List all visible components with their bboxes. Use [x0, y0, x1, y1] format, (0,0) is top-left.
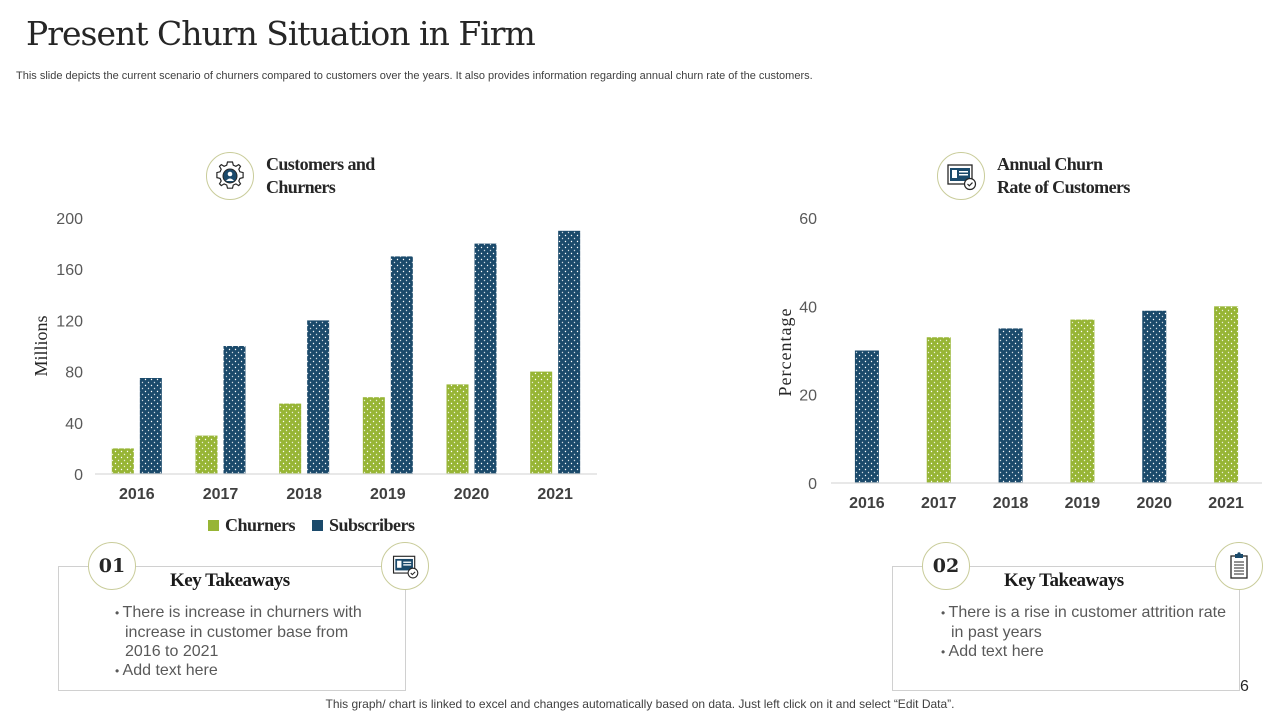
bar-churners-2019 [362, 397, 385, 474]
takeaway-title-2: Key Takeaways [1004, 570, 1124, 591]
left-x-tick: 2020 [454, 486, 490, 503]
left-x-tick: 2021 [537, 486, 573, 503]
left-x-tick: 2019 [370, 486, 406, 503]
right-y-tick: 20 [799, 388, 817, 405]
right-y-tick: 0 [808, 476, 817, 493]
annual-churn-rate-chart: Percentage 0 20 40 60 2016 2017 2018 2019 2020 2… [775, 211, 1262, 512]
takeaway-bullets-1: There is increase in churners with incre… [115, 603, 385, 681]
left-y-tick: 160 [56, 262, 83, 279]
page-number: 6 [1240, 678, 1249, 695]
bar-subscribers-2016 [139, 378, 162, 474]
left-y-tick: 0 [74, 467, 83, 484]
right-x-tick: 2019 [1065, 495, 1101, 512]
left-chart-header: Customers and Churners [206, 152, 375, 200]
customers-churners-chart: Millions 0 40 80 120 160 200 2016 2017 2018 2019… [31, 211, 597, 503]
legend-swatch-churners [208, 520, 219, 531]
right-chart-title-line2: Rate of Customers [997, 177, 1130, 197]
bar-churners-2021 [530, 371, 553, 474]
legend-swatch-subscribers [312, 520, 324, 531]
takeaway-2-bullet-2: Add text here [941, 642, 1236, 662]
bar-churn-rate-2019 [1070, 319, 1095, 483]
right-x-tick: 2021 [1208, 495, 1244, 512]
legend-item-subscribers: Subscribers [312, 515, 415, 536]
bar-churners-2018 [279, 403, 302, 474]
bar-churn-rate-2021 [1214, 306, 1239, 483]
legend-label-subscribers: Subscribers [329, 515, 415, 535]
takeaway-title-1: Key Takeaways [170, 570, 290, 591]
takeaway-2-bullet-1: There is a rise in customer attrition ra… [941, 603, 1236, 642]
slide-title: Present Churn Situation in Firm [26, 14, 536, 53]
takeaway-bullets-2: There is a rise in customer attrition ra… [941, 603, 1236, 662]
bar-churners-2020 [446, 384, 469, 474]
takeaway-number-1: 01 [88, 542, 136, 590]
right-chart-title-line1: Annual Churn [997, 154, 1103, 174]
left-y-tick: 40 [65, 416, 83, 433]
right-chart-header: Annual Churn Rate of Customers [937, 152, 1130, 200]
id-card-check-icon [937, 152, 985, 200]
clipboard-icon [1215, 542, 1263, 590]
left-chart-title-line1: Customers and [266, 154, 375, 174]
bar-subscribers-2017 [223, 346, 246, 474]
right-x-tick: 2020 [1136, 495, 1172, 512]
bar-subscribers-2020 [474, 243, 497, 474]
bar-churners-2017 [195, 435, 218, 474]
left-x-tick: 2016 [119, 486, 155, 503]
bar-churn-rate-2016 [854, 350, 879, 483]
footnote: This graph/ chart is linked to excel and… [325, 697, 955, 711]
legend-label-churners: Churners [225, 515, 296, 535]
left-y-axis-label: Millions [31, 315, 51, 376]
bar-subscribers-2018 [307, 320, 330, 474]
left-y-tick: 200 [56, 211, 83, 228]
left-chart-title-line2: Churners [266, 177, 336, 197]
left-y-tick: 80 [65, 365, 83, 382]
right-chart-title: Annual Churn Rate of Customers [997, 153, 1130, 199]
id-card-check-icon [381, 542, 429, 590]
right-x-tick: 2016 [849, 495, 885, 512]
left-y-tick: 120 [56, 313, 83, 330]
bar-churners-2016 [111, 448, 134, 474]
left-chart-title: Customers and Churners [266, 153, 375, 199]
left-x-tick: 2018 [286, 486, 322, 503]
left-chart-legend: Churners Subscribers [208, 515, 432, 536]
takeaway-1-bullet-2: Add text here [115, 661, 385, 681]
bar-churn-rate-2018 [998, 328, 1023, 483]
takeaway-1-bullet-1: There is increase in churners with incre… [115, 603, 385, 661]
right-y-tick: 60 [799, 211, 817, 228]
slide-subtitle: This slide depicts the current scenario … [16, 70, 813, 82]
bar-subscribers-2021 [558, 230, 581, 474]
right-y-tick: 40 [799, 299, 817, 316]
legend-item-churners: Churners [208, 515, 296, 536]
gear-user-icon [206, 152, 254, 200]
right-x-tick: 2018 [993, 495, 1029, 512]
takeaway-number-2: 02 [922, 542, 970, 590]
left-x-tick: 2017 [203, 486, 239, 503]
bar-churn-rate-2017 [926, 337, 951, 483]
right-y-axis-label: Percentage [775, 308, 795, 397]
right-x-tick: 2017 [921, 495, 957, 512]
bar-churn-rate-2020 [1142, 310, 1167, 483]
bar-subscribers-2019 [390, 256, 413, 474]
